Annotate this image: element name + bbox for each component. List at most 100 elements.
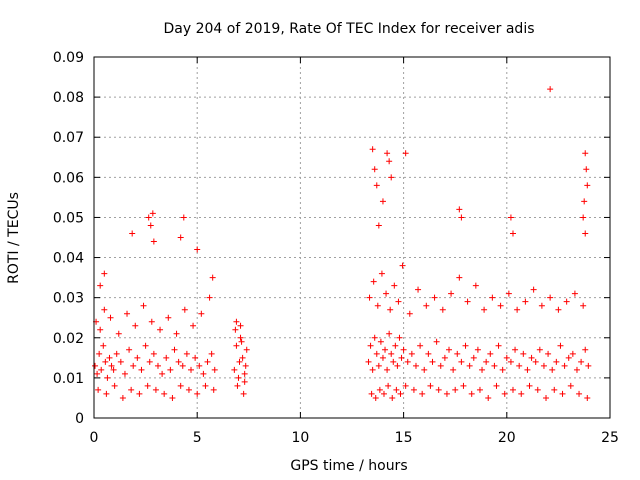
data-point: [571, 290, 578, 297]
data-point: [483, 358, 490, 365]
y-tick-label: 0.02: [53, 331, 84, 347]
data-point: [236, 358, 243, 365]
data-point: [585, 362, 592, 369]
data-point: [382, 346, 389, 353]
data-point: [534, 386, 541, 393]
y-tick-label: 0.04: [53, 251, 84, 267]
data-point: [200, 370, 207, 377]
data-point: [142, 342, 149, 349]
data-point: [582, 150, 589, 157]
data-point: [179, 362, 186, 369]
data-point: [371, 166, 378, 173]
data-point: [211, 366, 218, 373]
data-point: [173, 330, 180, 337]
data-point: [377, 338, 384, 345]
data-point: [499, 366, 506, 373]
data-point: [134, 354, 141, 361]
data-point: [398, 354, 405, 361]
data-point: [543, 394, 550, 401]
data-point: [493, 382, 500, 389]
data-point: [148, 318, 155, 325]
data-point: [154, 362, 161, 369]
data-point: [389, 394, 396, 401]
data-point: [238, 338, 245, 345]
data-point: [234, 382, 241, 389]
x-tick-label: 0: [90, 430, 99, 446]
data-point: [559, 390, 566, 397]
data-point: [196, 362, 203, 369]
data-point: [169, 394, 176, 401]
data-point: [110, 366, 117, 373]
y-tick-label: 0.08: [53, 90, 84, 106]
data-point: [555, 306, 562, 313]
data-point: [152, 386, 159, 393]
data-point: [370, 278, 377, 285]
data-point: [107, 314, 114, 321]
data-point: [402, 382, 409, 389]
data-point: [553, 358, 560, 365]
data-point: [96, 350, 103, 357]
data-point: [387, 306, 394, 313]
x-tick-label: 15: [395, 430, 413, 446]
plot-frame: [93, 56, 611, 419]
x-tick-label: 5: [193, 430, 202, 446]
data-point: [376, 386, 383, 393]
y-tick-labels: 0 0.01 0.02 0.03 0.04 0.05 0.06 0.07 0.08 0.09: [53, 50, 84, 427]
data-point: [524, 366, 531, 373]
data-point: [235, 374, 242, 381]
x-axis-label: GPS time / hours: [290, 458, 407, 474]
data-point: [481, 306, 488, 313]
data-point: [380, 390, 387, 397]
data-point: [470, 354, 477, 361]
data-point: [491, 362, 498, 369]
data-point: [450, 366, 457, 373]
data-point: [507, 358, 514, 365]
data-point: [518, 390, 525, 397]
chart-title: Day 204 of 2019, Rate Of TEC Index for r…: [163, 21, 534, 37]
data-point: [194, 246, 201, 253]
data-point: [557, 342, 564, 349]
data-point: [551, 386, 558, 393]
data-point: [117, 358, 124, 365]
data-point: [522, 298, 529, 305]
data-point: [567, 382, 574, 389]
data-point: [113, 350, 120, 357]
data-point: [456, 206, 463, 213]
data-point: [188, 366, 195, 373]
data-point: [130, 362, 137, 369]
data-point: [441, 354, 448, 361]
data-point: [233, 318, 240, 325]
data-point: [161, 390, 168, 397]
data-point: [580, 302, 587, 309]
data-point: [390, 358, 397, 365]
x-tick-label: 20: [498, 430, 516, 446]
data-point: [108, 362, 115, 369]
data-point: [423, 302, 430, 309]
y-tick-label: 0: [75, 411, 84, 427]
data-point: [194, 390, 201, 397]
data-point: [150, 350, 157, 357]
data-point: [97, 282, 104, 289]
data-point: [115, 330, 122, 337]
data-point: [456, 274, 463, 281]
data-point: [433, 338, 440, 345]
data-point: [144, 382, 151, 389]
data-point: [92, 362, 99, 369]
data-point: [391, 282, 398, 289]
data-point: [393, 386, 400, 393]
data-point: [157, 326, 164, 333]
data-point: [419, 390, 426, 397]
data-point: [95, 386, 102, 393]
data-point: [101, 306, 108, 313]
data-point: [375, 222, 382, 229]
data-point: [103, 390, 110, 397]
data-point: [561, 362, 568, 369]
data-point: [431, 294, 438, 301]
data-point: [400, 346, 407, 353]
data-point: [379, 354, 386, 361]
data-point: [126, 346, 133, 353]
data-point: [365, 358, 372, 365]
data-point: [100, 342, 107, 349]
data-point: [384, 150, 391, 157]
data-point: [472, 282, 479, 289]
